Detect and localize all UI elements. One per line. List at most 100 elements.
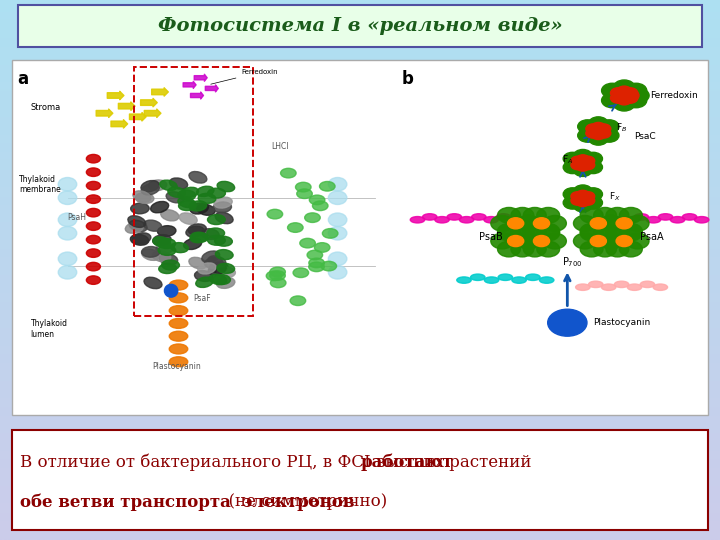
Ellipse shape — [217, 264, 235, 273]
Ellipse shape — [539, 277, 554, 284]
Ellipse shape — [290, 296, 306, 306]
Circle shape — [523, 225, 546, 241]
Ellipse shape — [575, 284, 590, 291]
Ellipse shape — [181, 187, 199, 198]
Circle shape — [606, 207, 629, 223]
Ellipse shape — [310, 195, 325, 205]
Ellipse shape — [178, 197, 195, 208]
Circle shape — [622, 87, 638, 98]
Ellipse shape — [198, 193, 216, 204]
Circle shape — [606, 241, 629, 257]
Circle shape — [628, 88, 649, 103]
Ellipse shape — [153, 251, 171, 262]
Circle shape — [580, 207, 603, 223]
Ellipse shape — [86, 208, 100, 217]
Text: работают: работают — [361, 453, 454, 471]
Ellipse shape — [86, 222, 100, 231]
Ellipse shape — [186, 226, 204, 237]
Ellipse shape — [207, 188, 225, 198]
Text: В отличие от бактериального РЦ, в ФСI высших растений  работают: В отличие от бактериального РЦ, в ФСI вы… — [20, 453, 694, 471]
Circle shape — [511, 207, 534, 223]
Ellipse shape — [158, 245, 176, 255]
Ellipse shape — [328, 266, 347, 279]
Ellipse shape — [194, 271, 213, 281]
Ellipse shape — [210, 262, 228, 273]
Circle shape — [576, 190, 590, 199]
Circle shape — [574, 150, 592, 162]
Ellipse shape — [141, 184, 159, 195]
Circle shape — [548, 309, 587, 336]
Circle shape — [590, 218, 606, 229]
Ellipse shape — [456, 277, 471, 284]
Circle shape — [616, 86, 632, 97]
Circle shape — [517, 215, 539, 231]
Circle shape — [544, 233, 567, 249]
Ellipse shape — [498, 274, 513, 280]
Circle shape — [571, 192, 585, 201]
Ellipse shape — [297, 189, 312, 199]
Circle shape — [563, 188, 582, 200]
Ellipse shape — [485, 277, 499, 284]
Circle shape — [574, 164, 592, 177]
Ellipse shape — [484, 217, 498, 223]
Ellipse shape — [601, 284, 616, 291]
Text: обе ветви транспорта  электронов: обе ветви транспорта электронов — [20, 493, 354, 511]
Ellipse shape — [166, 192, 184, 203]
Ellipse shape — [658, 214, 672, 220]
Circle shape — [619, 224, 642, 239]
Circle shape — [613, 80, 635, 94]
Circle shape — [616, 218, 632, 229]
Circle shape — [563, 197, 582, 209]
Ellipse shape — [86, 249, 100, 258]
Ellipse shape — [190, 233, 207, 243]
Ellipse shape — [142, 247, 160, 257]
Ellipse shape — [198, 263, 216, 274]
Ellipse shape — [312, 201, 328, 211]
Circle shape — [571, 156, 585, 165]
Ellipse shape — [179, 213, 197, 224]
FancyArrowPatch shape — [205, 85, 218, 92]
Circle shape — [563, 152, 582, 165]
Circle shape — [613, 88, 635, 103]
Circle shape — [626, 215, 649, 231]
Ellipse shape — [162, 260, 179, 270]
Circle shape — [537, 241, 559, 257]
Ellipse shape — [169, 331, 188, 341]
Ellipse shape — [694, 217, 709, 223]
Circle shape — [600, 129, 619, 142]
Circle shape — [523, 207, 546, 223]
Ellipse shape — [640, 281, 654, 288]
Ellipse shape — [496, 214, 510, 220]
Ellipse shape — [508, 217, 523, 223]
Ellipse shape — [86, 168, 100, 177]
Ellipse shape — [207, 235, 225, 245]
Ellipse shape — [58, 266, 77, 279]
Circle shape — [584, 152, 603, 165]
Ellipse shape — [179, 200, 197, 211]
Ellipse shape — [207, 228, 225, 238]
Circle shape — [600, 120, 619, 133]
Circle shape — [511, 241, 534, 257]
Circle shape — [517, 233, 539, 249]
Circle shape — [602, 83, 623, 98]
Ellipse shape — [132, 233, 151, 244]
Circle shape — [511, 224, 534, 239]
Ellipse shape — [171, 242, 189, 253]
Ellipse shape — [169, 357, 188, 367]
Ellipse shape — [153, 234, 171, 246]
Ellipse shape — [653, 284, 667, 291]
Circle shape — [577, 120, 598, 133]
Ellipse shape — [217, 181, 235, 192]
Circle shape — [576, 198, 590, 207]
Circle shape — [600, 233, 624, 249]
Circle shape — [164, 285, 178, 297]
Text: PsaF: PsaF — [193, 294, 211, 303]
Circle shape — [563, 161, 582, 173]
Ellipse shape — [161, 210, 179, 221]
Circle shape — [599, 215, 622, 231]
Circle shape — [580, 224, 603, 239]
Circle shape — [498, 225, 521, 241]
Circle shape — [611, 87, 626, 98]
FancyArrowPatch shape — [191, 92, 204, 99]
Ellipse shape — [213, 202, 231, 213]
